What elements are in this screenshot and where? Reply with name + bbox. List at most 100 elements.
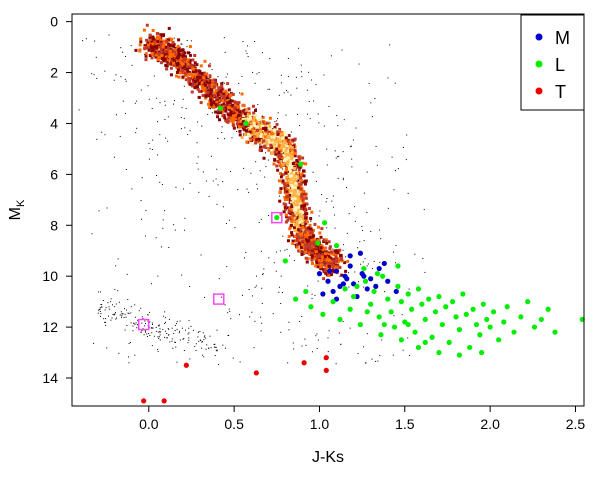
density-cell: [270, 135, 274, 139]
density-cell: [305, 227, 309, 231]
white-dwarf-dot: [141, 316, 143, 318]
field-dot: [326, 164, 328, 166]
density-cell: [154, 44, 158, 48]
density-cell: [310, 254, 314, 258]
field-dot: [304, 338, 306, 340]
x-tick-label: 0.5: [224, 416, 244, 432]
field-dot: [393, 189, 395, 191]
field-dot: [280, 82, 282, 84]
density-cell: [296, 175, 300, 179]
density-cell: [238, 129, 242, 133]
density-cell: [299, 187, 303, 191]
density-cell: [146, 43, 150, 47]
point-m: [347, 253, 353, 259]
density-cell: [247, 117, 251, 121]
density-cell: [293, 197, 297, 201]
density-cell: [159, 48, 163, 52]
density-cell: [217, 109, 221, 113]
density-cell: [282, 145, 286, 149]
white-dwarf-dot: [201, 354, 203, 356]
density-cell: [232, 126, 236, 130]
density-cell: [152, 47, 156, 51]
field-dot: [245, 251, 247, 253]
density-cell: [155, 32, 159, 36]
field-dot: [152, 139, 154, 141]
field-dot: [370, 102, 372, 104]
field-dot: [343, 244, 345, 246]
y-tick-label: 0: [50, 14, 58, 30]
field-dot: [128, 343, 130, 345]
white-dwarf-dot: [127, 312, 129, 314]
white-dwarf-dot: [102, 300, 104, 302]
point-l: [467, 344, 473, 351]
density-cell: [288, 145, 292, 149]
density-cell: [220, 94, 224, 98]
density-cell: [275, 147, 279, 151]
density-cell: [274, 134, 278, 138]
field-dot: [126, 273, 128, 275]
field-dot: [342, 151, 344, 153]
field-dot: [344, 256, 346, 258]
field-dot: [265, 166, 267, 168]
field-dot: [318, 215, 320, 217]
density-cell: [241, 124, 245, 128]
white-dwarf-dot: [126, 325, 128, 327]
density-cell: [181, 68, 185, 72]
density-cell: [161, 48, 165, 52]
field-dot: [227, 312, 229, 314]
density-cell: [289, 165, 293, 169]
white-dwarf-dot: [134, 304, 136, 306]
field-dot: [178, 63, 180, 65]
density-cell: [322, 277, 326, 281]
field-dot: [373, 260, 375, 262]
density-cell: [297, 155, 301, 159]
density-cell: [274, 152, 278, 156]
point-l: [429, 334, 435, 340]
density-cell: [304, 256, 308, 260]
density-cell: [305, 202, 309, 206]
field-dot: [197, 168, 199, 170]
density-cell: [297, 186, 301, 190]
field-dot: [152, 35, 154, 37]
field-dot: [323, 125, 325, 127]
density-cell: [290, 169, 294, 173]
point-l: [303, 288, 309, 295]
density-cell: [231, 92, 235, 96]
white-dwarf-dot: [149, 321, 151, 323]
field-dot: [255, 107, 257, 109]
density-cell: [279, 136, 283, 140]
density-cell: [310, 261, 314, 265]
field-dot: [349, 146, 351, 148]
field-dot: [275, 251, 277, 253]
density-cell: [285, 153, 289, 157]
point-m: [373, 283, 379, 289]
field-dot: [332, 248, 334, 250]
field-dot: [159, 134, 161, 136]
highlight-square: [137, 318, 150, 331]
density-cell: [209, 100, 213, 104]
field-dot: [290, 131, 292, 133]
density-cell: [290, 138, 294, 142]
point-l: [330, 299, 336, 305]
density-cell: [286, 149, 290, 153]
density-cell: [285, 168, 289, 172]
density-cell: [303, 216, 307, 220]
density-cell: [303, 182, 307, 186]
density-cell: [292, 226, 296, 230]
field-dot: [277, 118, 279, 120]
field-dot: [279, 250, 281, 252]
density-cell: [234, 113, 238, 117]
point-m: [393, 288, 399, 295]
field-dot: [313, 100, 315, 102]
density-cell: [290, 174, 294, 178]
density-cell: [286, 139, 290, 143]
field-dot: [335, 363, 337, 365]
field-dot: [405, 159, 407, 161]
density-cell: [262, 139, 266, 143]
density-cell: [212, 94, 216, 98]
density-cell: [144, 52, 148, 56]
field-dot: [229, 310, 231, 312]
density-cell: [322, 257, 326, 261]
density-cell: [172, 44, 176, 48]
white-dwarf-dot: [204, 335, 206, 337]
